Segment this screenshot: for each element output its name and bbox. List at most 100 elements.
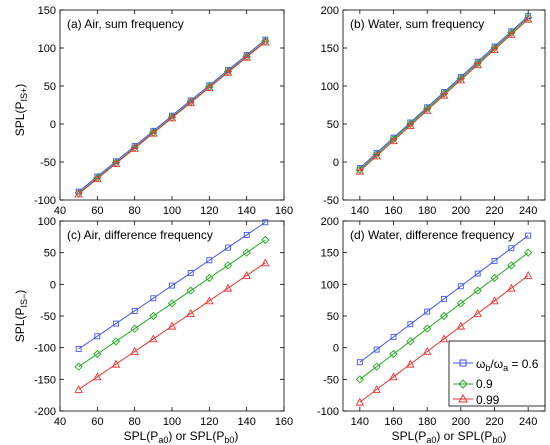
x-tick-label-1-2: 180 [418, 205, 436, 217]
xlabel-right-s1: a0 [426, 435, 436, 445]
point-0-red-1 [93, 174, 102, 183]
point-1-green-10 [524, 13, 533, 22]
legend-box [448, 340, 546, 407]
ylabel-top: SPL(PIS+) [13, 84, 29, 136]
legend-ratio-value: = 0.6 [508, 357, 539, 371]
point-2-blue-1 [94, 333, 101, 340]
panel-title-2: (c) Air, difference frequency [67, 228, 213, 242]
series-line-1-red [359, 18, 529, 172]
legend-entry-blue: ωb/ωa = 0.6 [453, 357, 539, 373]
x-tick-label-2-4: 120 [200, 416, 218, 428]
y-tick-label-1-3: 100 [321, 81, 339, 93]
point-3-green-7 [473, 286, 482, 295]
y-tick-label-2-0: -200 [34, 406, 56, 418]
point-3-blue-5 [441, 295, 447, 302]
point-3-blue-9 [508, 245, 515, 252]
point-3-blue-10 [525, 232, 532, 239]
point-0-red-10 [261, 37, 270, 46]
point-3-red-4 [422, 347, 432, 355]
point-2-green-1 [93, 349, 102, 359]
point-2-blue-7 [206, 257, 213, 264]
y-tick-label-1-5: 200 [321, 5, 339, 17]
point-2-green-4 [149, 311, 158, 321]
point-1-red-3 [406, 121, 415, 129]
point-1-red-5 [439, 90, 449, 99]
point-2-red-5 [167, 321, 177, 330]
ylabel-bottom-end: ) [13, 290, 27, 294]
legend-label-0: ωb/ωa = 0.6 [476, 357, 539, 373]
y-tick-label-3-3: 50 [327, 311, 339, 323]
legend-sub-a: a [503, 363, 508, 373]
point-0-red-0 [74, 189, 83, 198]
xlabel-left-p2: ) or SPL(P [168, 429, 224, 443]
plot-area-2 [59, 220, 285, 412]
point-3-blue-1 [373, 346, 380, 353]
xlabel-right-p1: SPL(P [392, 429, 427, 443]
point-3-green-3 [406, 337, 415, 346]
point-3-red-0 [355, 397, 365, 406]
point-0-red-9 [242, 52, 251, 61]
ylabel-top-sub: IS+ [19, 88, 29, 102]
y-tick-label-0-3: 50 [44, 81, 56, 93]
point-1-red-2 [389, 136, 398, 145]
y-tick-label-1-4: 150 [321, 43, 339, 55]
point-2-red-4 [149, 334, 158, 343]
point-1-red-6 [456, 75, 466, 84]
x-tick-label-2-6: 160 [275, 416, 293, 428]
x-tick-label-3-4: 220 [485, 416, 503, 428]
point-3-red-2 [389, 372, 398, 381]
y-tick-label-3-2: 0 [333, 343, 339, 355]
point-3-green-0 [355, 375, 364, 384]
y-tick-label-1-1: 0 [333, 157, 339, 169]
series-line-3-blue [359, 235, 529, 363]
point-1-red-9 [507, 29, 516, 38]
panel-title-0: (a) Air, sum frequency [67, 17, 184, 31]
legend-marker-square [459, 359, 467, 367]
xlabel-right: SPL(Pa0) or SPL(Pb0) [392, 429, 507, 445]
xlabel-left-p3: ) [234, 429, 238, 443]
point-0-red-3 [130, 143, 139, 152]
xlabel-left: SPL(Pa0) or SPL(Pb0) [124, 429, 239, 445]
point-3-green-9 [507, 261, 516, 270]
point-2-blue-0 [75, 345, 82, 352]
point-2-blue-5 [169, 282, 175, 289]
point-2-red-2 [111, 359, 121, 368]
x-tick-label-1-0: 140 [351, 205, 369, 217]
point-3-red-6 [456, 321, 466, 330]
x-tick-label-0-1: 60 [91, 205, 103, 217]
point-2-blue-6 [187, 269, 194, 276]
legend-label-2: 0.99 [476, 393, 500, 407]
point-2-green-3 [130, 324, 139, 333]
legend-marker-triangle [458, 393, 468, 403]
point-0-red-4 [149, 128, 158, 137]
point-2-red-0 [74, 385, 83, 393]
panel-1: 140 160 180 200 220 240 -50 0 50 100 150 200 (b) Wat… [321, 5, 546, 217]
series-line-2-blue [78, 221, 266, 350]
point-3-green-6 [456, 299, 465, 308]
legend-label-1: 0.9 [476, 377, 493, 391]
point-3-green-4 [423, 324, 432, 333]
point-1-red-0 [355, 166, 365, 175]
y-tick-label-2-4: 0 [50, 279, 56, 291]
point-0-red-8 [223, 67, 233, 76]
panel-title-3: (d) Water, difference frequency [350, 228, 514, 242]
point-2-red-7 [205, 296, 214, 305]
x-tick-label-0-3: 100 [163, 205, 181, 217]
x-tick-label-1-4: 220 [485, 205, 503, 217]
point-0-red-6 [186, 98, 195, 107]
y-tick-label-1-0: -50 [323, 195, 339, 207]
y-tick-label-2-2: -100 [34, 343, 56, 355]
x-tick-label-1-3: 200 [452, 205, 470, 217]
series-line-2-red [78, 262, 266, 390]
y-tick-label-0-4: 100 [38, 43, 56, 55]
series-line-1-green [359, 17, 529, 170]
point-1-red-8 [490, 45, 499, 53]
legend-omega-b: ω [476, 357, 485, 371]
x-tick-label-3-3: 200 [452, 416, 470, 428]
series-line-3-green [359, 252, 529, 380]
y-tick-label-2-6: 100 [38, 216, 56, 228]
x-tick-label-3-5: 240 [519, 416, 537, 428]
x-tick-label-0-2: 80 [129, 205, 141, 217]
point-1-red-1 [372, 151, 381, 160]
point-2-red-1 [93, 372, 102, 381]
